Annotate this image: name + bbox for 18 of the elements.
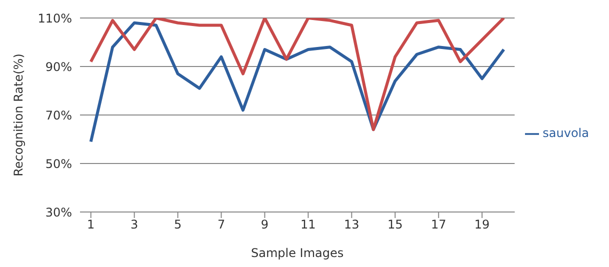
y-tick-label: 110% xyxy=(38,11,72,26)
y-tick-label: 30% xyxy=(45,205,72,220)
x-tick-label: 1 xyxy=(87,218,95,232)
y-tick-label: 50% xyxy=(45,156,72,171)
x-tick-label: 9 xyxy=(260,218,269,232)
y-tick-label: 90% xyxy=(45,60,72,74)
x-tick-label: 3 xyxy=(130,218,138,232)
x-tick-label: 17 xyxy=(430,218,446,232)
x-tick-label: 11 xyxy=(300,218,316,232)
x-tick-label: 13 xyxy=(344,218,360,232)
x-axis-title: Sample Images xyxy=(251,246,344,260)
x-tick-label: 15 xyxy=(387,218,403,232)
x-tick-label: 19 xyxy=(474,218,490,232)
x-tick-label: 5 xyxy=(174,218,182,232)
y-tick-label: 70% xyxy=(45,108,72,122)
x-tick-label: 7 xyxy=(217,218,226,232)
legend-label: sauvola xyxy=(542,126,589,140)
y-axis-title: Recognition Rate(%) xyxy=(11,54,26,176)
